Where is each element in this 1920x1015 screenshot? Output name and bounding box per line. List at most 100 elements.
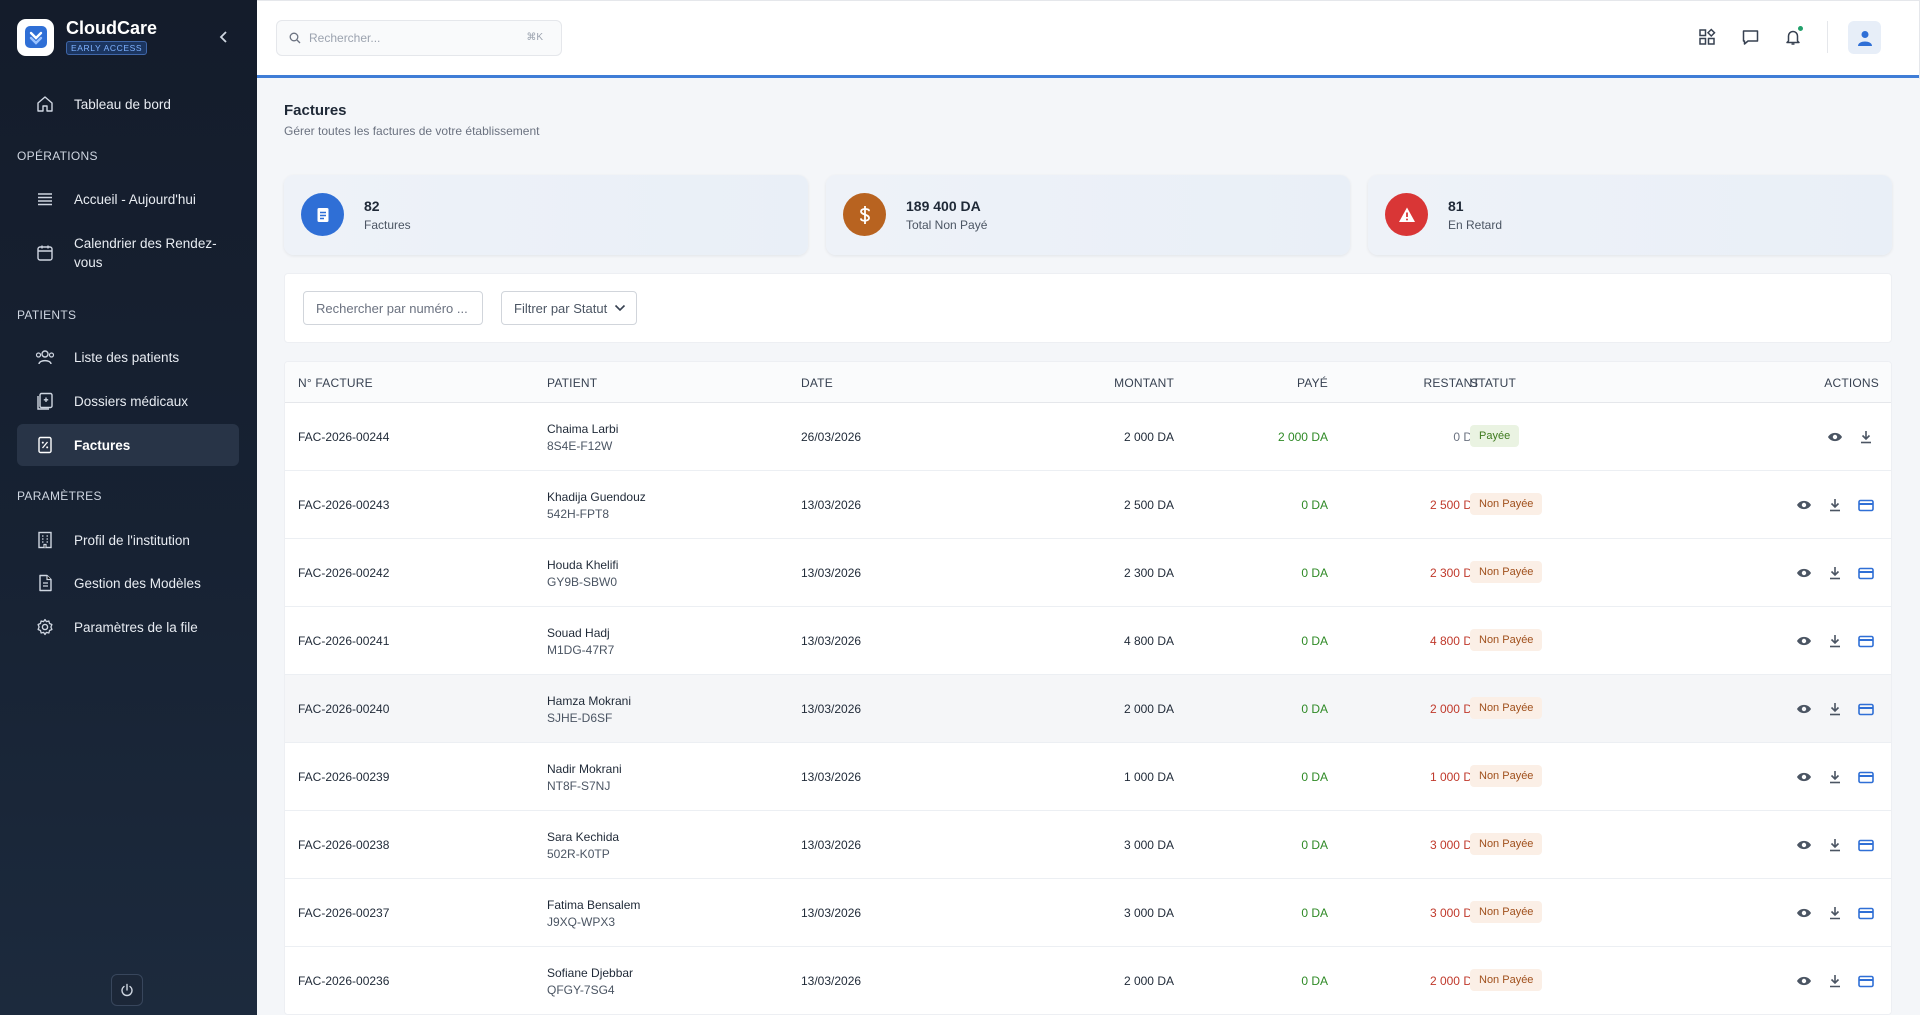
table-row[interactable]: FAC-2026-00238 Sara Kechida 502R-K0TP 13… [285,811,1891,879]
download-invoice-button[interactable] [1825,495,1845,515]
view-invoice-button[interactable] [1794,631,1814,651]
pay-invoice-button[interactable] [1856,835,1876,855]
power-icon [121,983,133,997]
invoice-number: FAC-2026-00239 [298,770,390,784]
view-invoice-button[interactable] [1794,903,1814,923]
view-invoice-button[interactable] [1794,495,1814,515]
invoice-date: 13/03/2026 [801,770,862,784]
patient-id: 8S4E-F12W [547,439,613,453]
pay-invoice-button[interactable] [1856,971,1876,991]
dollar-icon [843,193,886,236]
apps-button[interactable] [1695,25,1719,49]
invoice-amount: 3 000 DA [1123,838,1174,852]
download-invoice-button[interactable] [1825,631,1845,651]
messages-button[interactable] [1738,25,1762,49]
table-row[interactable]: FAC-2026-00239 Nadir Mokrani NT8F-S7NJ 1… [285,743,1891,811]
invoice-remaining: 2 300 DA [1429,566,1480,580]
folder-medical-icon [34,390,56,412]
sidebar-item-invoices[interactable]: Factures [17,424,239,466]
collapse-sidebar-button[interactable] [214,27,234,47]
apps-grid-icon [1699,28,1716,45]
eye-icon [1797,568,1811,578]
status-badge: Non Payée [1470,833,1543,855]
column-header-date: DATE [801,376,833,390]
user-avatar-button[interactable] [1848,21,1881,54]
table-row[interactable]: FAC-2026-00241 Souad Hadj M1DG-47R7 13/0… [285,607,1891,675]
sidebar-item-label: Calendrier des Rendez-vous [74,236,217,270]
invoice-search-input[interactable] [303,291,483,325]
view-invoice-button[interactable] [1794,767,1814,787]
status-badge: Non Payée [1470,561,1543,583]
invoice-amount: 2 300 DA [1123,566,1174,580]
patient-name: Hamza Mokrani [547,694,632,708]
download-invoice-button[interactable] [1825,835,1845,855]
table-row[interactable]: FAC-2026-00244 Chaima Larbi 8S4E-F12W 26… [285,403,1891,471]
search-input[interactable] [309,31,509,45]
download-invoice-button[interactable] [1825,903,1845,923]
invoice-number: FAC-2026-00243 [298,498,390,512]
view-invoice-button[interactable] [1794,971,1814,991]
stat-value: 189 400 DA [906,198,981,214]
invoice-amount: 1 000 DA [1123,770,1174,784]
logout-button[interactable] [111,974,143,1006]
pay-invoice-button[interactable] [1856,903,1876,923]
stat-value: 82 [364,198,380,214]
patient-id: GY9B-SBW0 [547,575,618,589]
download-invoice-button[interactable] [1856,427,1876,447]
patient-id: J9XQ-WPX3 [547,915,616,929]
sidebar-item-calendar[interactable]: Calendrier des Rendez-vous [17,230,239,276]
invoice-paid: 0 DA [1301,498,1328,512]
invoice-paid: 0 DA [1301,906,1328,920]
column-header-paid: PAYÉ [1296,376,1328,390]
credit-card-icon [1858,975,1874,987]
pay-invoice-button[interactable] [1856,767,1876,787]
credit-card-icon [1858,771,1874,783]
pay-invoice-button[interactable] [1856,563,1876,583]
pay-invoice-button[interactable] [1856,631,1876,651]
table-row[interactable]: FAC-2026-00243 Khadija Guendouz 542H-FPT… [285,471,1891,539]
table-row[interactable]: FAC-2026-00242 Houda Khelifi GY9B-SBW0 1… [285,539,1891,607]
status-filter-select[interactable]: Filtrer par Statut [501,291,637,325]
credit-card-icon [1858,567,1874,579]
pay-invoice-button[interactable] [1856,699,1876,719]
global-search[interactable]: ⌘K [276,20,562,56]
table-row[interactable]: FAC-2026-00237 Fatima Bensalem J9XQ-WPX3… [285,879,1891,947]
status-filter-label: Filtrer par Statut [514,300,608,316]
view-invoice-button[interactable] [1794,835,1814,855]
sidebar-item-patient-list[interactable]: Liste des patients [17,339,239,375]
sidebar-item-institution[interactable]: Profil de l'institution [17,522,239,558]
notifications-button[interactable] [1781,25,1805,49]
sidebar: CloudCare EARLY ACCESS Tableau de bord O… [0,0,257,1015]
brand[interactable]: CloudCare EARLY ACCESS [17,18,157,56]
sidebar-item-templates[interactable]: Gestion des Modèles [17,565,239,601]
sidebar-item-medical-records[interactable]: Dossiers médicaux [17,383,239,419]
view-invoice-button[interactable] [1794,699,1814,719]
download-invoice-button[interactable] [1825,699,1845,719]
credit-card-icon [1858,839,1874,851]
view-invoice-button[interactable] [1825,427,1845,447]
view-invoice-button[interactable] [1794,563,1814,583]
stat-value: 81 [1448,198,1464,214]
download-invoice-button[interactable] [1825,563,1845,583]
table-row[interactable]: FAC-2026-00240 Hamza Mokrani SJHE-D6SF 1… [285,675,1891,743]
sidebar-item-today[interactable]: Accueil - Aujourd'hui [17,181,239,217]
column-header-patient: PATIENT [547,376,598,390]
users-icon [34,346,56,368]
download-invoice-button[interactable] [1825,971,1845,991]
pay-invoice-button[interactable] [1856,495,1876,515]
patient-id: M1DG-47R7 [547,643,615,657]
table-row[interactable]: FAC-2026-00236 Sofiane Djebbar QFGY-7SG4… [285,947,1891,1014]
patient-id: SJHE-D6SF [547,711,613,725]
invoice-paid: 0 DA [1301,566,1328,580]
sidebar-item-queue-settings[interactable]: Paramètres de la file [17,609,239,645]
eye-icon [1797,500,1811,510]
column-header-actions: ACTIONS [1824,376,1879,390]
invoice-remaining: 2 000 DA [1429,702,1480,716]
download-invoice-button[interactable] [1825,767,1845,787]
sidebar-item-dashboard[interactable]: Tableau de bord [17,86,239,122]
patient-name: Houda Khelifi [547,558,619,572]
invoice-paid: 0 DA [1301,702,1328,716]
cloudcare-logo [17,18,54,56]
page-title: Factures [284,102,347,119]
credit-card-icon [1858,703,1874,715]
